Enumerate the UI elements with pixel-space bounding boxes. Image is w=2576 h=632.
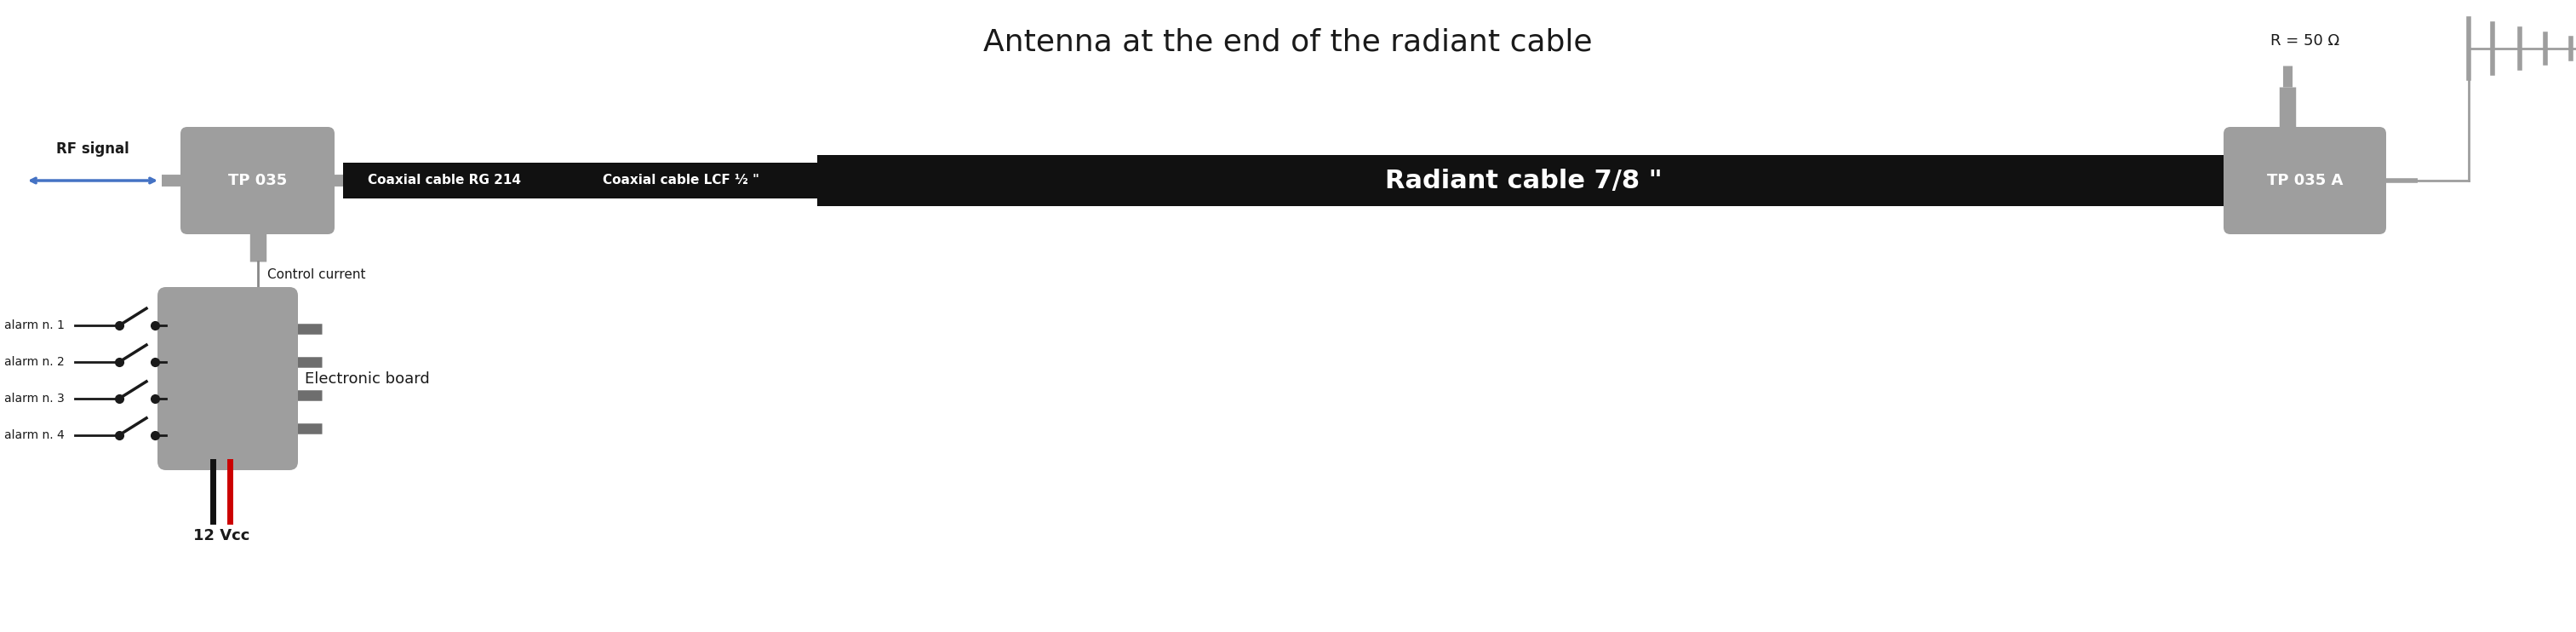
Text: alarm n. 3: alarm n. 3 [5, 392, 64, 404]
Text: Radiant cable 7/8 ": Radiant cable 7/8 " [1386, 168, 1662, 193]
Text: TP 035 A: TP 035 A [2267, 173, 2344, 188]
Text: 12 Vcc: 12 Vcc [193, 528, 250, 544]
FancyBboxPatch shape [2223, 127, 2385, 234]
Text: alarm n. 2: alarm n. 2 [5, 356, 64, 368]
Text: Coaxial cable RG 214: Coaxial cable RG 214 [368, 174, 520, 187]
Text: RF signal: RF signal [57, 142, 129, 157]
FancyBboxPatch shape [157, 287, 299, 470]
Text: Electronic board: Electronic board [304, 371, 430, 386]
FancyBboxPatch shape [817, 155, 2231, 206]
Text: R = 50 Ω: R = 50 Ω [2269, 33, 2339, 49]
Text: Antenna at the end of the radiant cable: Antenna at the end of the radiant cable [984, 27, 1592, 56]
Text: alarm n. 1: alarm n. 1 [5, 320, 64, 331]
Text: TP 035: TP 035 [229, 173, 286, 188]
FancyBboxPatch shape [546, 162, 817, 198]
Text: Coaxial cable LCF ½ ": Coaxial cable LCF ½ " [603, 174, 760, 187]
FancyBboxPatch shape [343, 162, 546, 198]
FancyBboxPatch shape [180, 127, 335, 234]
Text: Control current: Control current [268, 269, 366, 281]
Text: alarm n. 4: alarm n. 4 [5, 429, 64, 441]
